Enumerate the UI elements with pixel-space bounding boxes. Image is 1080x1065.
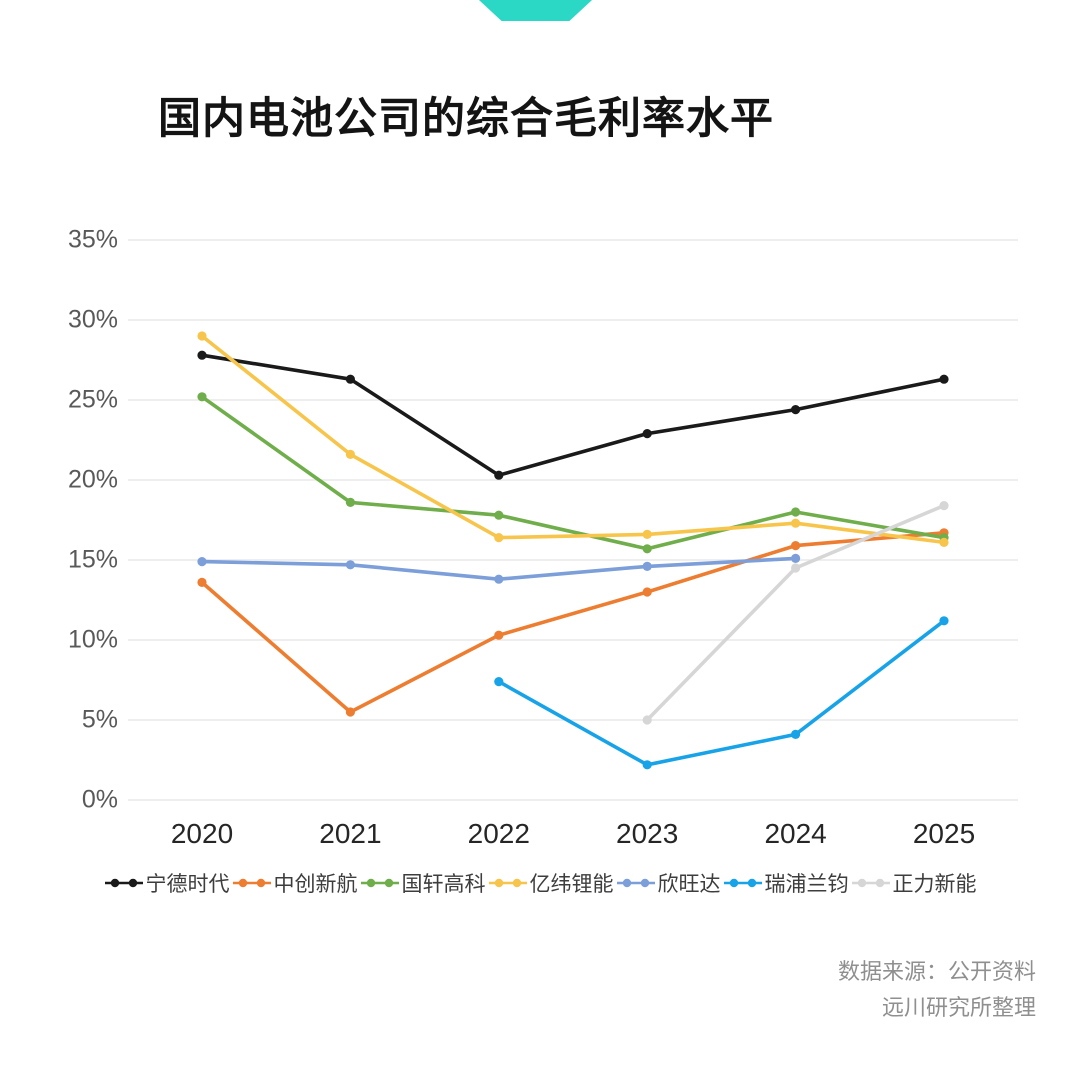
data-point [642,715,652,725]
data-point [197,557,207,567]
legend-item: 中创新航 [232,868,358,898]
source-line-2: 远川研究所整理 [881,995,1036,1020]
data-point [197,577,207,588]
legend-label: 亿纬锂能 [529,873,614,896]
data-point [939,616,949,626]
data-point [345,707,355,717]
data-point [345,374,355,384]
x-tick-label: 2020 [170,818,234,849]
legend-item: 瑞浦兰钧 [723,868,849,898]
data-source: 数据来源：公开资料 远川研究所整理 [838,954,1036,1026]
data-point [494,677,504,687]
data-point [494,630,504,640]
legend-marker-icon [232,878,271,888]
data-point [345,560,355,570]
legend-item: 国轩高科 [360,868,486,898]
x-tick-label: 2024 [764,818,827,849]
legend-item: 宁德时代 [104,868,230,898]
legend-item: 亿纬锂能 [488,868,614,898]
legend-marker-icon [104,878,143,888]
data-point [642,529,652,540]
y-tick-label: 25% [67,385,118,414]
data-point [494,470,504,480]
x-tick-label: 2022 [467,818,530,849]
page-title: 国内电池公司的综合毛利率水平 [158,95,774,143]
series-line [200,530,946,714]
legend-label: 国轩高科 [401,873,486,896]
data-point [939,501,949,511]
series-line [496,618,946,767]
legend-label: 宁德时代 [145,873,230,896]
chart-legend: 宁德时代 中创新航 国轩高科 亿纬锂能 欣旺达 瑞浦兰钧 正力新能 [0,868,1080,898]
data-point [494,510,504,520]
data-point [345,497,355,507]
data-point [791,553,801,564]
data-point [642,544,652,554]
legend-marker-icon [616,878,655,888]
y-tick-label: 35% [67,225,118,254]
legend-marker-icon [723,878,762,888]
data-point [197,331,207,341]
legend-label: 正力新能 [892,873,977,896]
y-tick-label: 0% [81,785,118,814]
legend-item: 欣旺达 [616,868,721,898]
data-point [494,574,504,584]
source-line-1: 数据来源：公开资料 [837,959,1036,984]
data-point [642,587,652,597]
y-tick-label: 20% [67,465,118,494]
data-point [939,374,949,384]
x-tick-label: 2025 [912,818,976,849]
data-point [197,392,207,402]
data-point [642,561,652,572]
legend-marker-icon [488,878,527,888]
brand-badge [479,0,592,21]
y-tick-label: 5% [81,705,118,734]
data-point [345,449,355,459]
legend-label: 中创新航 [273,873,358,896]
legend-item: 正力新能 [851,868,977,898]
legend-label: 瑞浦兰钧 [764,873,849,896]
y-tick-label: 30% [67,305,118,334]
data-point [791,405,801,415]
data-point [939,537,949,548]
series-line [200,353,946,478]
x-tick-label: 2021 [319,818,382,849]
data-point [642,760,652,770]
legend-marker-icon [851,878,890,888]
x-tick-label: 2023 [616,818,679,849]
legend-label: 欣旺达 [657,873,721,896]
data-point [197,350,207,360]
series-line [200,334,946,545]
series-line [200,394,946,551]
data-point [791,507,801,517]
data-point [494,533,504,543]
data-point [791,518,801,528]
data-point [791,729,801,740]
y-tick-label: 15% [67,545,118,574]
data-point [642,429,652,439]
y-tick-label: 10% [67,625,118,654]
data-point [791,563,801,573]
data-point [791,541,801,551]
legend-marker-icon [360,878,399,888]
